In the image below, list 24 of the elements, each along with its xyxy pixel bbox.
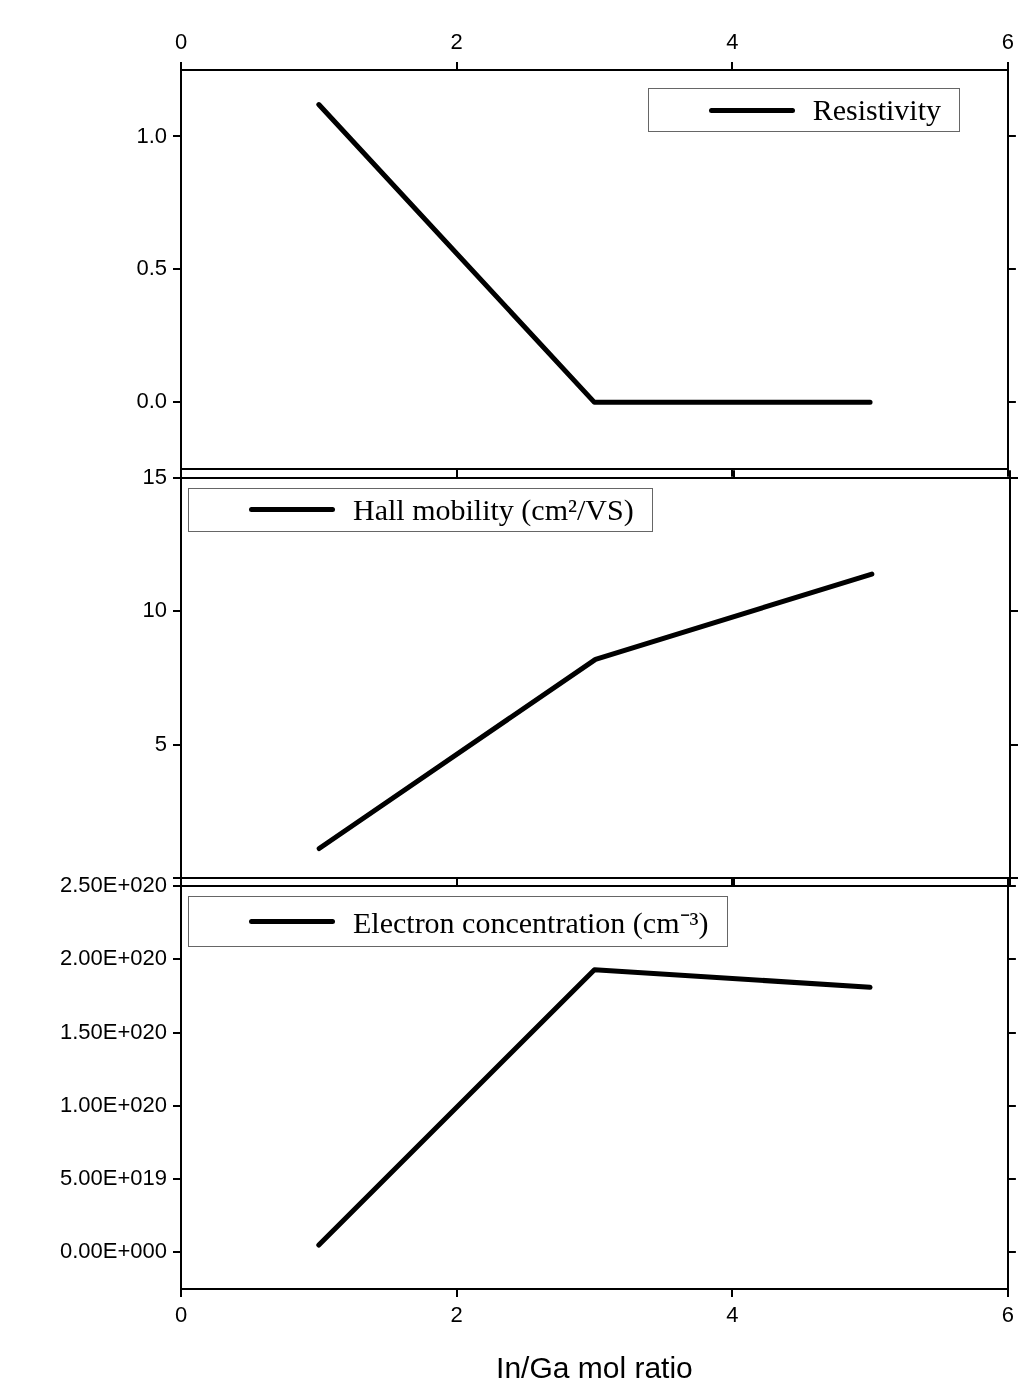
y-tick-label: 2.50E+020	[59, 872, 167, 898]
y-tick-label: 5.00E+019	[59, 1165, 167, 1190]
y-tick-label: 10	[142, 597, 167, 623]
legend-label: Electron concentration (cm⁻³)	[353, 905, 709, 941]
y-tick-label: 1.0	[136, 122, 167, 148]
x-tick-label: 4	[726, 1302, 739, 1328]
y-tick-label: 1.50E+020	[59, 1018, 167, 1044]
legend-label: Hall mobility (cm²/VS)	[353, 492, 634, 527]
x-tick-label: 6	[1001, 1302, 1015, 1328]
legend-label: Resistivity	[812, 93, 941, 127]
x-tick-label: 4	[726, 28, 739, 54]
y-tick-label: 5	[154, 730, 167, 756]
x-tick-label: 2	[450, 28, 463, 54]
x-tick-label: 6	[1001, 28, 1015, 54]
y-tick-label: 0.0	[136, 388, 167, 414]
y-tick-label: 0.00E+000	[59, 1238, 167, 1264]
x-tick-label: 2	[450, 1302, 463, 1328]
y-tick-label: 0.5	[136, 255, 167, 281]
y-tick-label: 1.00E+020	[59, 1091, 167, 1117]
y-tick-label: 15	[142, 464, 167, 490]
x-tick-label: 0	[174, 28, 188, 54]
x-axis-title: In/Ga mol ratio	[496, 1351, 693, 1385]
y-tick-label: 2.00E+020	[59, 945, 167, 971]
x-tick-label: 0	[174, 1302, 188, 1328]
